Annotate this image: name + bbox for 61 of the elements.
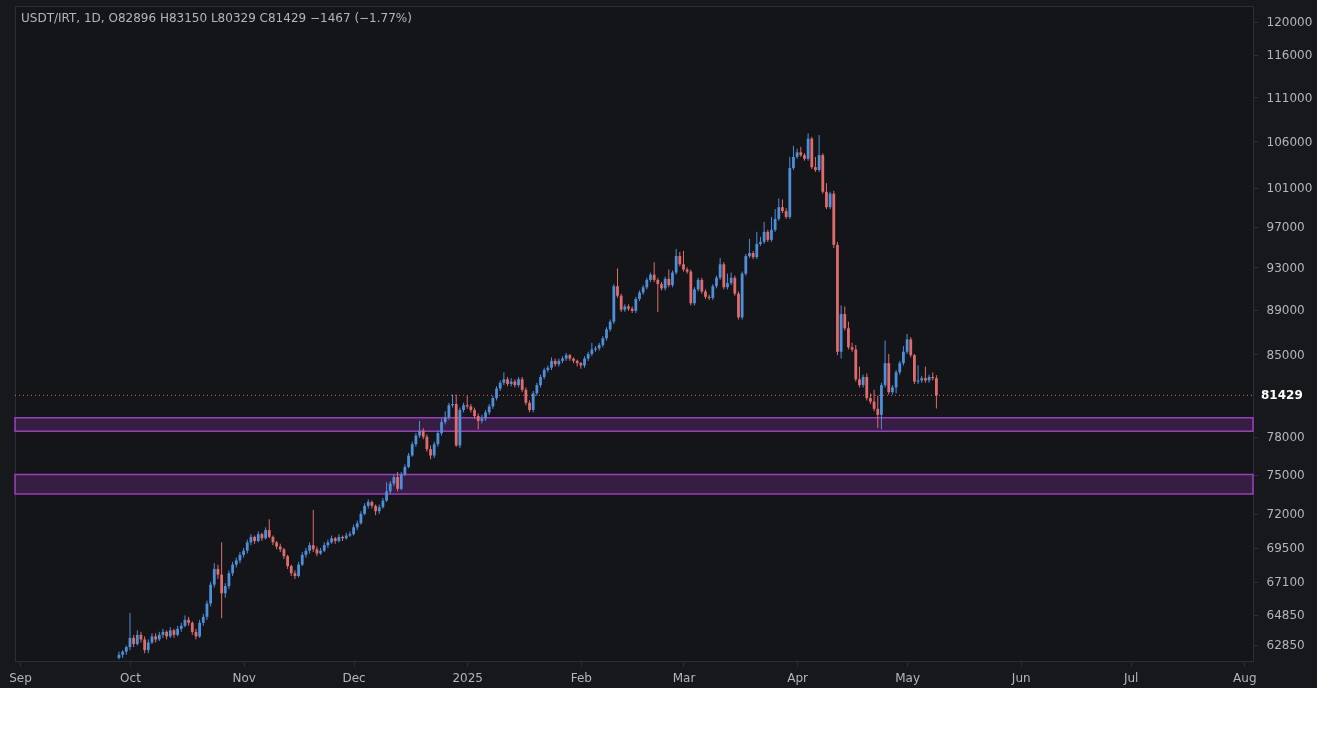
candlestick [916, 364, 920, 385]
candlestick [935, 374, 938, 409]
x-tick-label: Mar [672, 670, 696, 685]
candlestick [682, 250, 685, 273]
candlestick [729, 272, 733, 286]
candlestick [784, 207, 788, 220]
candlestick [843, 306, 847, 332]
candlestick [212, 562, 216, 589]
y-tick-label: 106000 [1266, 134, 1313, 149]
candlestick [480, 414, 484, 424]
y-tick-label: 78000 [1266, 430, 1305, 445]
candlestick [909, 336, 913, 358]
candlestick [733, 275, 737, 297]
candlestick [792, 145, 795, 171]
x-tick-label: Dec [342, 670, 366, 685]
candlestick [751, 250, 755, 260]
x-tick-label: Oct [120, 670, 142, 685]
candlestick [616, 267, 619, 299]
candlestick [707, 294, 711, 301]
y-tick-label: 101000 [1266, 181, 1313, 196]
candlestick [748, 238, 751, 259]
y-tick-label: 67100 [1266, 575, 1305, 590]
x-tick-label: Sep [9, 670, 32, 685]
candlestick [825, 182, 828, 210]
y-tick-label: 89000 [1266, 303, 1305, 318]
candlestick [674, 248, 678, 276]
candlestick [762, 221, 766, 245]
candlestick [858, 366, 861, 388]
candlestick [865, 372, 869, 401]
x-tick-label: Apr [787, 670, 809, 685]
x-tick-label: Feb [570, 670, 592, 685]
candlestick [465, 395, 469, 410]
y-tick-label: 116000 [1266, 48, 1313, 63]
y-tick-label: 85000 [1266, 347, 1305, 362]
y-tick-label: 69500 [1266, 541, 1305, 556]
candlestick [817, 134, 821, 173]
ref-line-label: 81429 [1261, 388, 1303, 403]
x-tick-label: Jul [1122, 670, 1139, 685]
candlestick [737, 291, 740, 321]
candlestick [348, 530, 352, 538]
x-tick-label: 2025 [452, 670, 483, 685]
candlestick [396, 471, 399, 492]
candlestick [847, 321, 850, 350]
y-tick-label: 120000 [1266, 15, 1313, 30]
y-tick-label: 93000 [1266, 260, 1305, 275]
candlestick [806, 132, 810, 162]
y-tick-label: 72000 [1266, 507, 1305, 522]
y-tick-label: 64850 [1266, 608, 1305, 623]
candlestick [198, 619, 202, 639]
x-tick-label: May [895, 670, 920, 685]
x-tick-label: Aug [1233, 670, 1257, 685]
candlestick [557, 358, 561, 368]
x-tick-label: Nov [232, 670, 256, 685]
x-tick-label: Jun [1010, 670, 1031, 685]
y-tick-label: 97000 [1266, 220, 1305, 235]
y-tick-label: 75000 [1266, 468, 1305, 483]
y-tick-label: 111000 [1266, 90, 1313, 105]
candlestick [619, 293, 623, 313]
y-tick-label: 62850 [1266, 638, 1305, 653]
chart-title: USDT/IRT, 1D, O82896 H83150 L80329 C81429 −1467 (−1.77%) [21, 11, 412, 25]
candlestick [513, 378, 517, 388]
